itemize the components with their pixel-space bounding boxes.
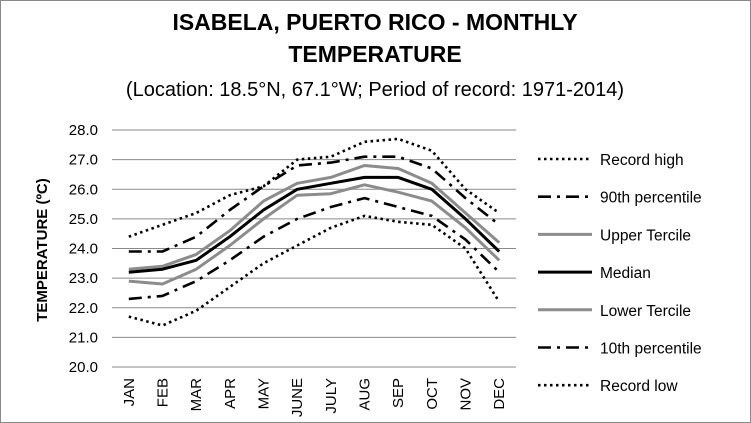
series-line-1 [128,155,501,253]
legend-label: Lower Tercile [600,303,691,320]
series-lines [128,137,501,327]
legend-label: 90th percentile [600,190,702,207]
x-tick-label: FEB [155,378,172,407]
y-tick-label: 22.0 [69,300,98,317]
x-tick-label: NOV [458,378,475,411]
x-tick-label: AUG [357,378,374,411]
y-tick-label: 21.0 [69,329,98,346]
y-tick-label: 28.0 [69,122,98,139]
legend-label: Record high [600,152,684,169]
chart-subtitle: (Location: 18.5°N, 67.1°W; Period of rec… [126,79,624,101]
series-line-2 [128,164,501,271]
y-tick-label: 27.0 [69,152,98,169]
y-tick-label: 20.0 [69,359,98,376]
x-tick-label: DEC [491,378,508,410]
series-line-3 [128,175,501,274]
x-tick-label: JUNE [289,378,306,417]
chart-title-line-1: ISABELA, PUERTO RICO - MONTHLY [172,9,577,35]
x-tick-label: SEP [390,378,407,408]
series-line-4 [128,183,501,286]
legend-label: Upper Tercile [600,227,691,244]
x-tick-labels: JAN FEB MAR APR MAY JUNE JULY AUG SEP OCT NOV DEC [121,378,508,417]
x-tick-label: APR [222,378,239,409]
y-tick-label: 24.0 [69,241,98,258]
legend-label: 10th percentile [600,341,702,358]
legend-label: Median [600,265,651,282]
y-tick-label: 25.0 [69,211,98,228]
x-tick-label: OCT [424,378,441,410]
y-axis-label: TEMPERATURE (ºC) [34,178,51,322]
series-line-0 [128,137,500,238]
x-tick-label: JAN [121,378,138,406]
legend: Record high 90th percentile Upper Tercile M… [538,152,702,395]
series-line-6 [128,214,501,327]
x-tick-label: MAR [188,378,205,412]
y-tick-labels: 20.0 21.0 22.0 23.0 24.0 25.0 26.0 27.0 28.0 [69,122,98,376]
x-tick-label: JULY [323,378,340,414]
chart-title-line-2: TEMPERATURE [288,41,461,67]
y-tick-label: 26.0 [69,181,98,198]
legend-label: Record low [600,378,678,395]
y-tick-label: 23.0 [69,270,98,287]
gridlines [112,129,516,368]
x-tick-label: MAY [256,378,273,409]
series-line-5 [128,196,501,301]
